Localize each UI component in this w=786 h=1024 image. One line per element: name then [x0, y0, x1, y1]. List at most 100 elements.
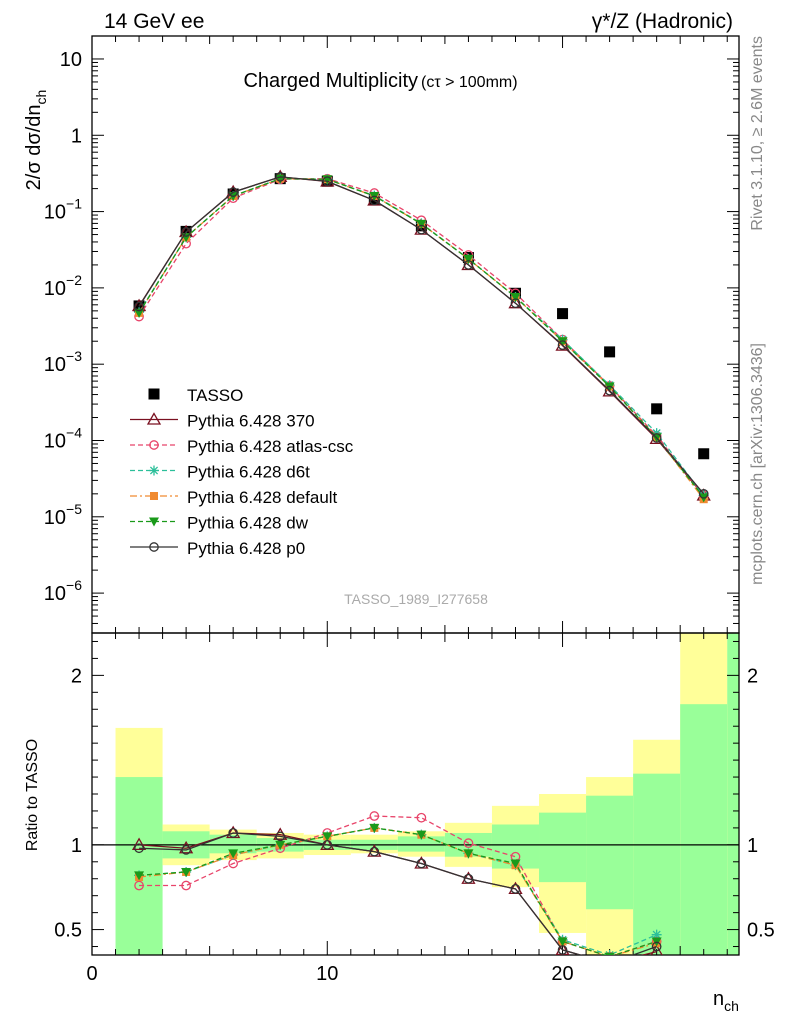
main-data-point	[134, 301, 144, 312]
main-y-tick-label: 10	[60, 49, 82, 71]
chart-title: Charged Multiplicity	[243, 70, 418, 92]
main-data-point	[463, 260, 474, 270]
main-data-point	[463, 254, 474, 264]
main-y-tick-label-exponent: −3	[66, 348, 82, 364]
main-data-point	[604, 346, 616, 358]
ratio-band-inner-2	[209, 834, 257, 854]
main-data-point	[557, 308, 569, 320]
ratio-data-point	[605, 959, 613, 967]
ratio-data-point	[275, 831, 286, 842]
ratio-data-point	[416, 858, 427, 869]
main-data-point	[369, 195, 380, 206]
ratio-y-tick-label-right: 1	[747, 835, 758, 857]
ratio-series-line-3	[138, 827, 657, 955]
ratio-data-point	[557, 945, 568, 955]
main-y-tick-label-exponent: −6	[66, 577, 82, 593]
legend-marker	[150, 492, 158, 500]
ratio-data-point	[510, 859, 521, 869]
x-tick-label: 0	[86, 963, 97, 985]
legend-entry-6: Pythia 6.428 p0	[130, 539, 305, 558]
ratio-series-line-1	[139, 815, 657, 955]
analysis-watermark: TASSO_1989_I277658	[344, 591, 488, 607]
main-data-point	[134, 308, 145, 318]
x-axis-label: nch	[713, 988, 739, 1014]
main-y-tick-label-exponent: −4	[66, 424, 82, 440]
main-series-6	[134, 172, 709, 499]
main-y-tick-label-exponent: −1	[66, 196, 82, 212]
main-y-tick-label-mantissa: 10	[44, 278, 66, 300]
ratio-data-point	[181, 845, 191, 855]
main-y-tick-label: 10−3	[44, 348, 82, 376]
main-data-point	[604, 385, 615, 396]
ratio-data-point	[322, 839, 333, 850]
main-data-point	[416, 224, 427, 235]
legend: TASSO Pythia 6.428 370 Pythia 6.428 atlas-…	[130, 386, 354, 558]
ratio-data-point	[651, 929, 662, 940]
ratio-y-tick-label-right: 0.5	[747, 920, 775, 942]
ratio-data-point	[650, 944, 663, 955]
legend-label: Pythia 6.428 default	[187, 488, 338, 507]
main-y-tick-label-exponent: −2	[66, 272, 82, 288]
ratio-band-inner-11	[633, 773, 681, 955]
main-plot-series	[131, 169, 711, 504]
ratio-data-point	[416, 812, 427, 823]
main-y-tick-label: 10−4	[44, 424, 82, 452]
ratio-series-line-5	[139, 832, 657, 955]
main-y-tick-label: 1	[71, 125, 82, 147]
main-data-point	[510, 298, 521, 309]
main-data-point	[651, 433, 662, 443]
legend-entry-0: TASSO	[148, 386, 243, 405]
main-data-point	[557, 340, 568, 350]
x-tick-label: 20	[551, 963, 573, 985]
ratio-data-point	[228, 849, 239, 859]
legend-label: Pythia 6.428 370	[187, 412, 315, 431]
legend-marker	[149, 440, 159, 450]
ratio-y-tick-label-right: 2	[747, 665, 758, 687]
legend-entry-1: Pythia 6.428 370	[130, 412, 315, 431]
main-y-tick-label-mantissa: 1	[71, 125, 82, 147]
main-data-point	[322, 176, 333, 187]
main-y-tick-label-mantissa: 10	[44, 507, 66, 529]
main-data-point	[228, 187, 239, 197]
ratio-band-inner-12	[680, 704, 728, 955]
main-y-axis-label-main: 2/σ dσ/dn	[23, 104, 45, 190]
ratio-band-inner-9	[539, 812, 587, 883]
header-left: 14 GeV ee	[104, 10, 204, 33]
main-series-line-6	[138, 176, 705, 495]
ratio-data-point	[510, 884, 521, 894]
chart-title-suffix: (cτ > 100mm)	[421, 74, 518, 91]
legend-entry-3: Pythia 6.428 d6t	[130, 463, 310, 482]
legend-entry-5: Pythia 6.428 dw	[130, 514, 309, 533]
ratio-y-tick-label-left: 0.5	[54, 920, 82, 942]
ratio-band-inner-0	[115, 777, 163, 955]
ratio-data-point	[134, 880, 144, 891]
ratio-series-line-4	[139, 827, 657, 955]
main-y-axis-label-sub: ch	[33, 90, 49, 105]
main-data-point	[651, 403, 663, 415]
main-y-tick-label: 10−2	[44, 272, 82, 300]
legend-entry-2: Pythia 6.428 atlas-csc	[130, 437, 354, 456]
main-data-point	[275, 172, 286, 182]
main-data-point	[698, 448, 710, 460]
ratio-plot-series	[131, 811, 663, 968]
main-y-axis-label: 2/σ dσ/dnch	[23, 90, 49, 191]
ratio-data-point	[604, 952, 615, 955]
ratio-data-point	[604, 957, 616, 968]
ratio-data-point	[322, 832, 333, 842]
ratio-y-tick-label-left: 1	[71, 835, 82, 857]
ratio-data-point	[134, 871, 145, 881]
main-data-point	[416, 219, 427, 229]
legend-marker	[149, 465, 159, 476]
main-y-tick-label: 10−6	[44, 577, 82, 605]
legend-entry-4: Pythia 6.428 default	[130, 488, 338, 507]
legend-marker	[149, 542, 159, 552]
ratio-data-point	[463, 873, 474, 884]
legend-label: Pythia 6.428 d6t	[187, 463, 310, 482]
main-y-tick-label-mantissa: 10	[44, 354, 66, 376]
legend-label: Pythia 6.428 dw	[187, 514, 309, 533]
main-data-point	[510, 292, 521, 302]
main-y-tick-label: 10−1	[44, 196, 82, 224]
ratio-data-point	[463, 849, 474, 859]
ratio-data-point	[228, 828, 239, 838]
